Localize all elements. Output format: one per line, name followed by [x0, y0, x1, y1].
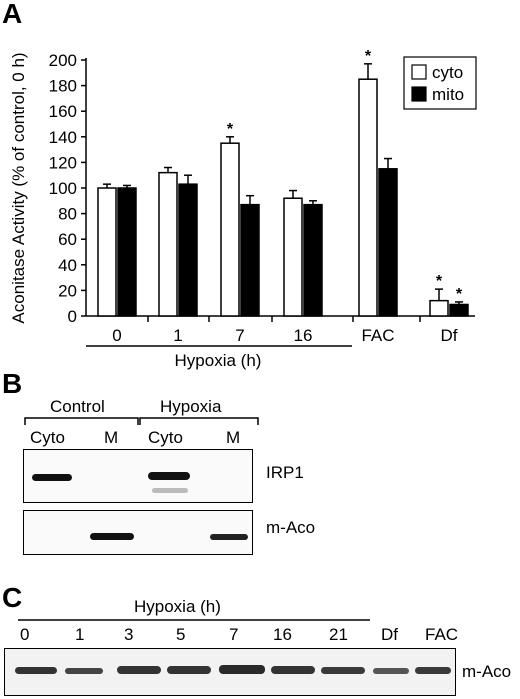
blot-b-row1-label: IRP1	[266, 463, 304, 482]
x-tick-label: 7	[235, 326, 244, 345]
blot-c-lane-9: FAC	[425, 625, 459, 644]
significance-mark: *	[227, 121, 234, 138]
hypoxia-group-label: Hypoxia (h)	[175, 351, 262, 370]
significance-mark: *	[456, 286, 463, 303]
blot-b-group-hypoxia: Hypoxia	[160, 397, 222, 416]
panel-a-letter: A	[2, 0, 23, 29]
y-tick-label: 160	[49, 102, 77, 121]
blot-c-row-label: m-Aco	[462, 662, 512, 681]
y-tick-label: 60	[58, 230, 77, 249]
significance-mark: *	[436, 273, 443, 290]
y-tick-label: 0	[68, 307, 77, 326]
blot-c-row-maco	[4, 648, 456, 696]
blot-b-lane-3: Cyto	[148, 428, 183, 447]
blot-b-lane-2: M	[104, 428, 119, 447]
y-tick-label: 20	[58, 281, 77, 300]
bar-cyto-16	[283, 197, 303, 317]
blot-c-lane-2: 1	[75, 625, 85, 644]
panel-c-letter: C	[2, 582, 23, 613]
band-c-1	[65, 668, 103, 674]
bar-cyto-FAC	[358, 78, 378, 317]
significance-mark: *	[365, 48, 372, 65]
band-c-df	[373, 668, 409, 674]
y-tick-label: 80	[58, 205, 77, 224]
y-tick-label: 100	[49, 179, 77, 198]
bar-cyto-0	[97, 187, 117, 317]
y-tick-label: 140	[49, 128, 77, 147]
blot-c-lane-7: 21	[329, 625, 348, 644]
band-irp1-hypoxia-cyto	[148, 472, 190, 480]
y-tick-label: 40	[58, 256, 77, 275]
blot-b-lane-4: M	[226, 428, 241, 447]
y-tick-label: 200	[49, 51, 77, 70]
blot-c-lane-6: 16	[273, 625, 292, 644]
band-c-5	[167, 666, 211, 674]
x-tick-label: 1	[173, 326, 182, 345]
bar-mito-FAC	[378, 168, 398, 317]
band-maco-control-m	[90, 533, 134, 540]
y-tick-label: 180	[49, 77, 77, 96]
bar-mito-7	[240, 203, 260, 317]
band-irp1-control-cyto	[32, 474, 72, 481]
y-tick-label: 120	[49, 153, 77, 172]
blot-c-group-label: Hypoxia (h)	[134, 597, 221, 616]
bar-mito-1	[178, 183, 198, 317]
x-tick-label: Df	[441, 326, 458, 345]
bar-cyto-7	[220, 142, 240, 317]
bar-mito-Df	[449, 303, 469, 317]
blot-c-lane-4: 5	[176, 625, 186, 644]
legend-label-mito: mito	[432, 85, 464, 104]
blot-b-lane-1: Cyto	[30, 428, 65, 447]
blot-c-lane-5: 7	[229, 625, 239, 644]
y-axis-label: Aconitase Activity (% of control, 0 h)	[9, 52, 28, 323]
bar-cyto-Df	[429, 299, 449, 317]
blot-c-lane-1: 0	[20, 625, 30, 644]
legend-swatch-mito	[411, 86, 427, 102]
panel-b-letter: B	[2, 368, 23, 399]
band-c-0	[15, 667, 57, 674]
x-tick-label: FAC	[361, 326, 394, 345]
bar-mito-0	[117, 187, 137, 317]
band-c-3	[117, 666, 161, 674]
band-c-21	[321, 667, 365, 674]
band-c-16	[271, 666, 315, 674]
blot-b-row-irp1	[23, 449, 253, 503]
band-c-fac	[415, 667, 451, 674]
blot-b-brackets	[24, 417, 259, 425]
blot-b-group-control: Control	[50, 397, 105, 416]
legend-swatch-cyto	[411, 64, 427, 80]
legend-label-cyto: cyto	[432, 63, 463, 82]
bar-cyto-1	[158, 171, 178, 317]
blot-b-row2-label: m-Aco	[266, 518, 316, 537]
band-maco-hypoxia-m	[210, 534, 248, 540]
band-c-7	[219, 665, 265, 674]
blot-c-bracket	[18, 619, 370, 621]
x-tick-label: 16	[294, 326, 313, 345]
band-irp1-hypoxia-cyto-lower	[152, 488, 188, 493]
blot-b-row-maco	[23, 510, 253, 555]
x-tick-label: 0	[112, 326, 121, 345]
blot-c-lane-3: 3	[124, 625, 134, 644]
blot-c-lane-8: Df	[381, 625, 398, 644]
bar-mito-16	[303, 203, 323, 317]
